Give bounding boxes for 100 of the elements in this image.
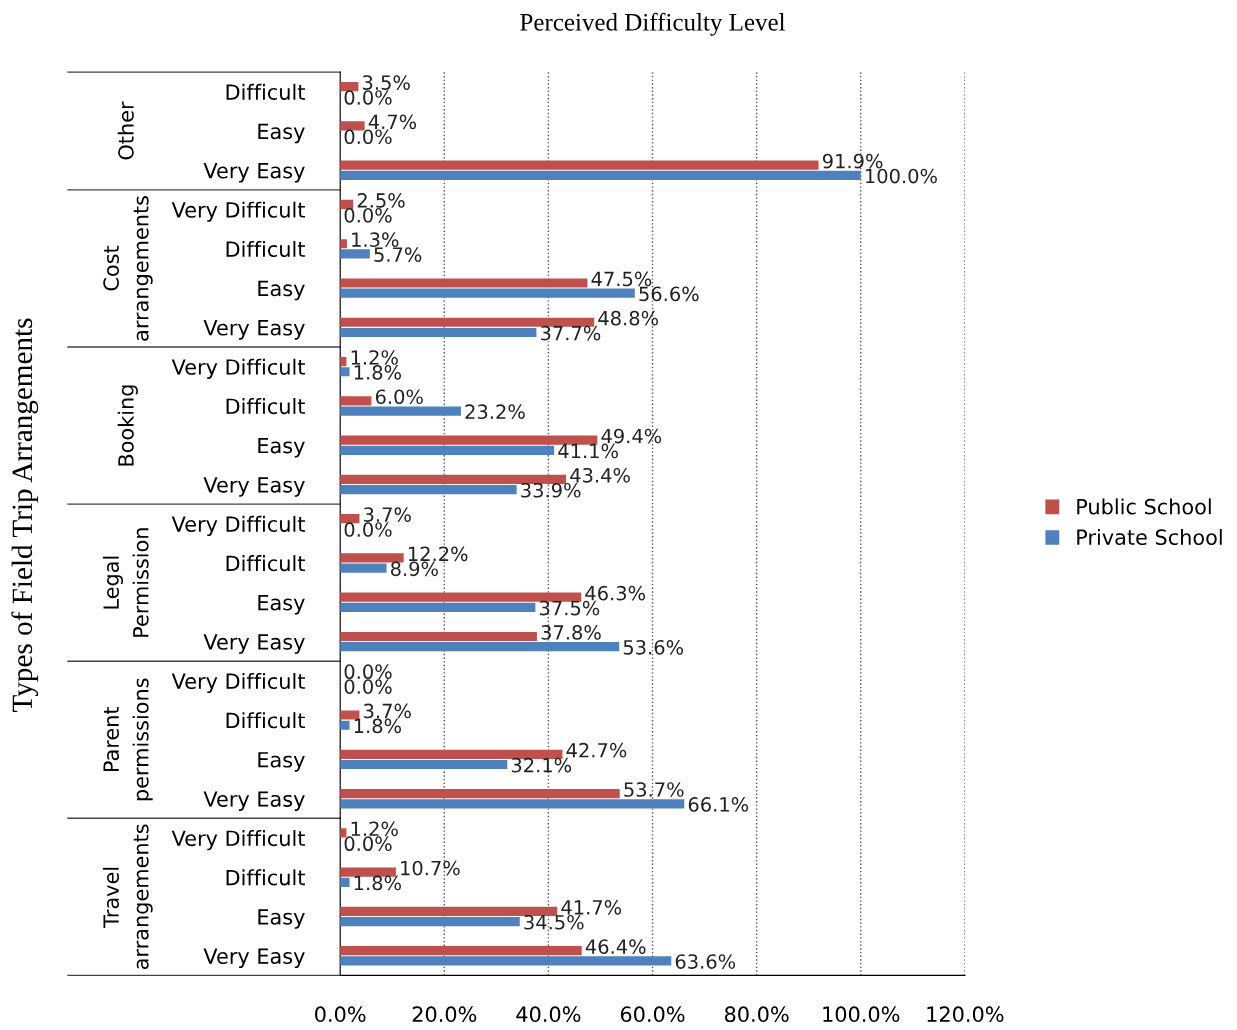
bar [340, 435, 598, 445]
data-label: 43.4% [570, 467, 630, 483]
data-label: 46.3% [585, 585, 646, 601]
data-label: 49.4% [601, 428, 662, 444]
bar [340, 602, 536, 612]
chart-title: Perceived Difficulty Level [520, 12, 786, 36]
y-tick-label: Difficult [226, 712, 305, 729]
bar [340, 317, 595, 327]
data-label: 1.8% [354, 875, 401, 891]
data-label: 0.0% [344, 679, 392, 694]
bar [340, 642, 620, 652]
y-tick-label: Very Easy [203, 320, 305, 340]
y-tick-label: Difficult [226, 869, 305, 886]
bar [340, 946, 582, 956]
data-label: 48.8% [598, 310, 659, 326]
data-label: 53.6% [623, 639, 684, 655]
bar [340, 288, 635, 298]
data-label: 37.7% [541, 325, 601, 341]
bar [340, 327, 537, 338]
data-label: 34.5% [524, 914, 584, 930]
y-tick-label: Very Difficult [171, 201, 305, 222]
x-tick-label: 0.0% [315, 1006, 366, 1023]
data-label: 0.0% [344, 522, 392, 537]
bar [340, 367, 350, 377]
bar [340, 788, 620, 799]
bar [340, 278, 588, 288]
bar [340, 445, 555, 455]
data-label: 32.1% [511, 757, 572, 773]
data-label: 1.2% [351, 821, 398, 837]
data-label: 0.0% [344, 207, 392, 223]
data-label: 63.6% [675, 954, 736, 969]
y-tick-label: Very Easy [203, 163, 305, 183]
bar [340, 553, 404, 563]
y-tick-label: Very Difficult [171, 358, 305, 379]
bar [340, 877, 350, 887]
text: Travel arrangements [102, 824, 153, 970]
text: Cost arrangements [103, 196, 153, 341]
y-tick-label: Difficult [226, 398, 305, 415]
y-tick-label: Difficult [226, 83, 305, 100]
bar [340, 710, 360, 720]
data-label: 41.7% [561, 899, 622, 915]
bar [340, 563, 387, 573]
y-tick-label: Very Easy [203, 477, 305, 497]
data-label: 8.9% [390, 561, 438, 577]
x-tick-label: 100.0% [823, 1006, 900, 1023]
bar [340, 121, 365, 131]
y-tick-label: Difficult [226, 555, 305, 572]
data-label: 47.5% [591, 271, 652, 287]
data-label: 37.5% [540, 600, 600, 616]
bar [340, 906, 558, 916]
data-label: 1.8% [354, 365, 401, 380]
y-tick-label: Easy [258, 595, 305, 615]
x-tick-label: 80.0% [724, 1006, 789, 1023]
bar [340, 956, 672, 966]
y-tick-label: Very Difficult [171, 515, 305, 536]
bar [340, 631, 537, 642]
data-label: 0.0% [344, 664, 392, 680]
bar [340, 749, 563, 759]
bar [340, 406, 461, 416]
text: Other [117, 101, 134, 160]
data-label: 10.7% [401, 860, 460, 876]
data-label: 0.0% [344, 129, 392, 145]
y-tick-label: Easy [258, 280, 305, 301]
data-label: 6.0% [375, 389, 423, 405]
data-label: 41.1% [558, 443, 618, 459]
data-label: 12.2% [408, 546, 468, 562]
bar [340, 799, 685, 809]
data-label: 3.7% [364, 703, 411, 719]
bar [340, 249, 370, 259]
text: Booking [117, 385, 138, 466]
data-label: 1.2% [351, 350, 398, 365]
bar [340, 867, 396, 877]
data-label: 42.7% [566, 742, 627, 758]
bar [340, 170, 861, 180]
data-label: 1.3% [352, 232, 399, 248]
data-label: 37.8% [541, 625, 601, 640]
data-label: 46.4% [585, 939, 646, 954]
y-tick-label: Very Easy [203, 948, 305, 969]
y-tick-label: Easy [258, 909, 305, 929]
bar [340, 592, 582, 602]
legend-label: Private School [1077, 528, 1222, 546]
data-label: 33.9% [521, 482, 581, 498]
data-label: 66.1% [688, 797, 749, 812]
bar [340, 484, 517, 495]
data-label: 3.5% [363, 75, 410, 90]
bar [340, 514, 360, 524]
data-label: 1.8% [354, 718, 401, 734]
data-label: 4.7% [368, 114, 417, 130]
data-label: 91.9% [822, 153, 883, 169]
data-label: 100.0% [866, 168, 937, 184]
data-label: 5.7% [374, 247, 422, 262]
y-axis-title: Types of Field Trip Arrangements [11, 318, 39, 712]
bar [340, 917, 520, 927]
y-tick-label: Very Difficult [171, 672, 305, 694]
data-label: 53.7% [624, 782, 684, 797]
x-tick-label: 40.0% [516, 1006, 581, 1023]
y-tick-label: Difficult [226, 240, 305, 258]
data-label: 0.0% [344, 836, 392, 852]
x-tick-label: 60.0% [620, 1006, 685, 1023]
data-label: 0.0% [344, 90, 392, 105]
